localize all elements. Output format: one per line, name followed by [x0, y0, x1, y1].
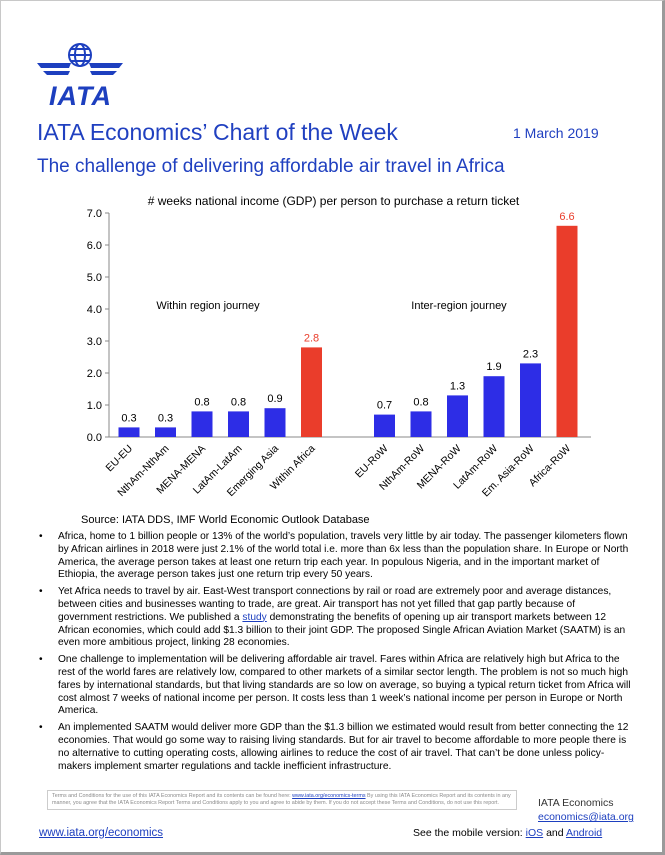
- data-label: 1.3: [450, 380, 465, 392]
- bar: [228, 411, 249, 437]
- data-label: 0.8: [194, 396, 209, 408]
- bar: [410, 411, 432, 437]
- data-label: 2.3: [523, 348, 538, 360]
- ios-link[interactable]: iOS: [525, 827, 544, 839]
- bullet-item: Yet Africa needs to travel by air. East-…: [39, 586, 631, 650]
- data-label: 0.3: [121, 412, 136, 424]
- publication-date: 1 March 2019: [513, 125, 599, 141]
- data-label: 6.6: [559, 211, 574, 223]
- org-name: IATA Economics: [538, 797, 614, 809]
- bar: [556, 225, 578, 437]
- y-tick-label: 3.0: [87, 336, 102, 348]
- bullet-text: demonstrating the benefits of opening up…: [58, 611, 626, 649]
- data-label: 1.9: [486, 361, 501, 373]
- bar: [374, 414, 395, 437]
- chart-source: Source: IATA DDS, IMF World Economic Out…: [81, 514, 370, 526]
- bar: [447, 395, 468, 437]
- terms-text: Terms and Conditions for the use of this…: [52, 793, 293, 799]
- bullet-item: Africa, home to 1 billion people or 13% …: [39, 531, 631, 582]
- terms-box: Terms and Conditions for the use of this…: [47, 790, 517, 810]
- email-link[interactable]: economics@iata.org: [538, 811, 634, 823]
- website-link[interactable]: www.iata.org/economics: [39, 827, 163, 839]
- category-label: EU-EU: [104, 443, 136, 475]
- headline: The challenge of delivering affordable a…: [37, 156, 505, 177]
- bar: [118, 427, 140, 437]
- data-label: 0.8: [413, 396, 428, 408]
- bar: [520, 363, 541, 437]
- bar-chart: 0.0 1.0 2.0 3.0 4.0 5.0 6.0 7.0 Within region jo…: [87, 208, 591, 499]
- y-tick-label: 1.0: [87, 400, 102, 412]
- bullet-text: One challenge to implementation will be …: [58, 654, 631, 717]
- mobile-and: and: [543, 827, 566, 839]
- iata-globe-logo-icon: [37, 43, 123, 75]
- bullet-list: Africa, home to 1 billion people or 13% …: [39, 531, 631, 777]
- group-label: Inter-region journey: [411, 300, 507, 312]
- y-tick-label: 6.0: [87, 240, 102, 252]
- data-label: 0.7: [377, 400, 392, 412]
- iata-logo-text: IATA: [49, 81, 112, 111]
- y-tick-label: 7.0: [87, 208, 102, 220]
- mobile-label: See the mobile version:: [413, 827, 526, 839]
- mobile-version: See the mobile version: iOS and Android: [413, 827, 602, 839]
- y-tick-label: 4.0: [87, 304, 102, 316]
- data-label: 0.8: [231, 396, 246, 408]
- data-label: 0.9: [267, 393, 282, 405]
- bar: [301, 347, 322, 437]
- terms-text: By using this IATA Economics Report and …: [52, 793, 511, 806]
- y-tick-label: 2.0: [87, 368, 102, 380]
- category-label: EU-RoW: [353, 443, 391, 481]
- bullet-text: An implemented SAATM would deliver more …: [58, 722, 629, 772]
- android-link[interactable]: Android: [565, 827, 603, 839]
- bullet-text: Yet Africa needs to travel by air. East-…: [58, 586, 612, 623]
- bar: [483, 376, 505, 437]
- bullet-item: One challenge to implementation will be …: [39, 654, 631, 718]
- data-label: 2.8: [304, 332, 319, 344]
- series-title: IATA Economics’ Chart of the Week: [37, 119, 398, 145]
- bullet-item: An implemented SAATM would deliver more …: [39, 722, 631, 773]
- terms-link[interactable]: www.iata.org/economics-terms: [292, 793, 366, 799]
- y-tick-label: 0.0: [87, 432, 102, 444]
- bar: [264, 408, 286, 437]
- data-label: 0.3: [158, 412, 173, 424]
- chart-title: # weeks national income (GDP) per person…: [147, 194, 520, 208]
- group-label: Within region journey: [156, 300, 260, 312]
- bar: [191, 411, 213, 437]
- bullet-text: Africa, home to 1 billion people or 13% …: [58, 531, 629, 581]
- y-tick-label: 5.0: [87, 272, 102, 284]
- study-link[interactable]: study: [242, 611, 267, 623]
- bar: [155, 427, 176, 437]
